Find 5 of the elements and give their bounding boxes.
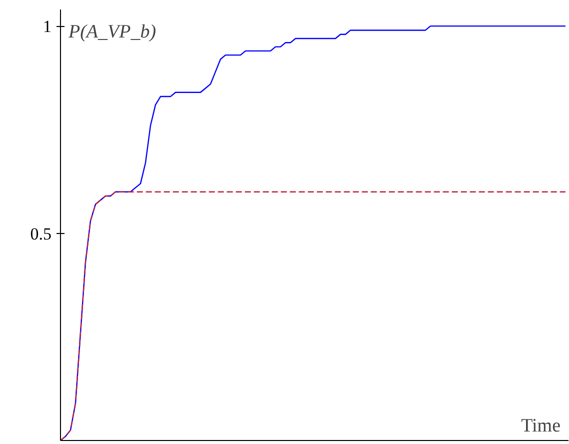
y-tick-label: 0.5 [30, 224, 52, 244]
y-axis-title: P(A_VP_b) [68, 22, 156, 42]
x-axis-title: Time [521, 416, 561, 436]
y-tick-label: 1 [43, 17, 52, 36]
line-series [60, 191, 566, 440]
